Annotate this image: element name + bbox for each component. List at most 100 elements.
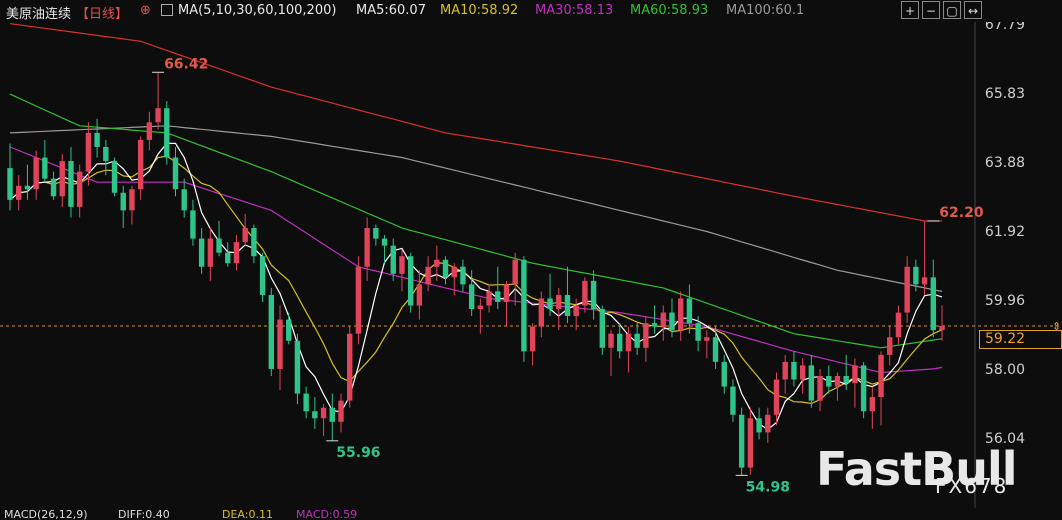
candle [799, 365, 806, 380]
candle [477, 305, 484, 310]
candle [747, 418, 754, 468]
candle [312, 411, 318, 419]
circle-plus-icon[interactable]: ⊕ [140, 3, 151, 18]
candle [451, 266, 457, 278]
add-button[interactable]: + [901, 1, 919, 19]
candle [155, 108, 161, 123]
candle [651, 323, 658, 327]
candle [146, 122, 153, 140]
fastbull-logo: FastBull [816, 442, 1017, 496]
ma100-line [9, 125, 943, 292]
ma-params-label[interactable]: MA(5,10,30,60,100,200) [178, 3, 337, 18]
candle [120, 192, 126, 211]
candle [233, 242, 240, 264]
candle [460, 266, 466, 285]
candle [94, 132, 100, 147]
candle [399, 256, 405, 274]
candle [625, 333, 632, 352]
candle [773, 379, 780, 415]
extreme-label: 55.96 [336, 445, 380, 461]
candle [704, 337, 710, 341]
candle [225, 252, 231, 264]
candle [590, 280, 597, 310]
current-price-tag: 59.22 [979, 330, 1062, 349]
candle [730, 386, 736, 415]
candle [76, 171, 83, 207]
candle [573, 305, 579, 317]
candle [164, 108, 170, 158]
candle [608, 333, 614, 348]
candle [869, 397, 876, 412]
minus-button[interactable]: − [922, 1, 940, 19]
candle [634, 333, 640, 348]
candle [320, 407, 327, 419]
candlestick-chart[interactable]: 67.79 65.83 63.88 61.92 59.96 58.00 56.04 ⇕ 66.4… [0, 22, 1062, 508]
candle [860, 365, 867, 412]
candle [442, 259, 449, 278]
y-tick-label: 63.88 [985, 155, 1025, 171]
candle [826, 375, 832, 387]
expand-button[interactable]: ↔ [964, 1, 982, 19]
candle [33, 157, 39, 190]
candle [677, 298, 684, 331]
candle [407, 256, 414, 306]
candle [817, 375, 823, 401]
dea-value: DEA:0.11 [222, 508, 273, 520]
candle [364, 228, 370, 267]
candle [721, 361, 727, 387]
ma30-line [9, 146, 943, 374]
candle [268, 294, 275, 369]
candle [756, 418, 762, 433]
indicator-header: 美原油连续 【日线】 ⊕ MA(5,10,30,60,100,200) MA5:… [0, 0, 1062, 22]
price-arrow-icon: ⇕ [1052, 320, 1061, 333]
candle [190, 210, 196, 239]
candle [172, 157, 179, 190]
candle [564, 294, 571, 317]
period-label[interactable]: 【日线】 [76, 7, 129, 22]
maximize-button[interactable]: ▢ [943, 1, 961, 19]
candle [16, 185, 22, 200]
ma100-value: MA100:60.1 [726, 3, 805, 18]
candle [712, 337, 719, 362]
candle [686, 298, 693, 324]
candle [538, 298, 545, 327]
extreme-label: 66.42 [164, 56, 208, 72]
y-tick-label: 59.96 [985, 293, 1025, 309]
candle [738, 414, 745, 468]
candle [468, 284, 475, 310]
extreme-label: 62.20 [939, 205, 984, 221]
candle [373, 228, 379, 239]
macd-label: MACD(26,12,9) [4, 508, 88, 520]
candle [355, 266, 362, 334]
extreme-label: 54.98 [746, 479, 790, 495]
candle [277, 319, 283, 369]
candle [207, 238, 214, 267]
candle [556, 294, 562, 310]
y-tick-label: 65.83 [985, 86, 1025, 102]
candle [921, 277, 928, 285]
candle [643, 323, 649, 348]
candle [843, 375, 849, 384]
candle [503, 284, 510, 302]
candle [259, 256, 266, 295]
candle [852, 365, 858, 384]
candle [486, 291, 492, 306]
candle [347, 333, 353, 401]
symbol-title[interactable]: 美原油连续 [6, 7, 72, 22]
candle [895, 312, 902, 338]
candle [878, 354, 884, 398]
candle [939, 325, 945, 331]
ma5-value: MA5:60.07 [356, 3, 426, 18]
candle [425, 266, 431, 285]
candle [24, 185, 31, 190]
macd-value: MACD:0.59 [296, 508, 358, 520]
diff-value: DIFF:0.40 [118, 508, 170, 520]
indicator-chart-icon[interactable] [161, 4, 173, 16]
candle [68, 161, 74, 207]
candle [416, 284, 423, 306]
candle [251, 228, 257, 257]
candle [782, 361, 788, 380]
candle [103, 146, 109, 162]
candle [582, 280, 588, 306]
candle [329, 407, 335, 422]
